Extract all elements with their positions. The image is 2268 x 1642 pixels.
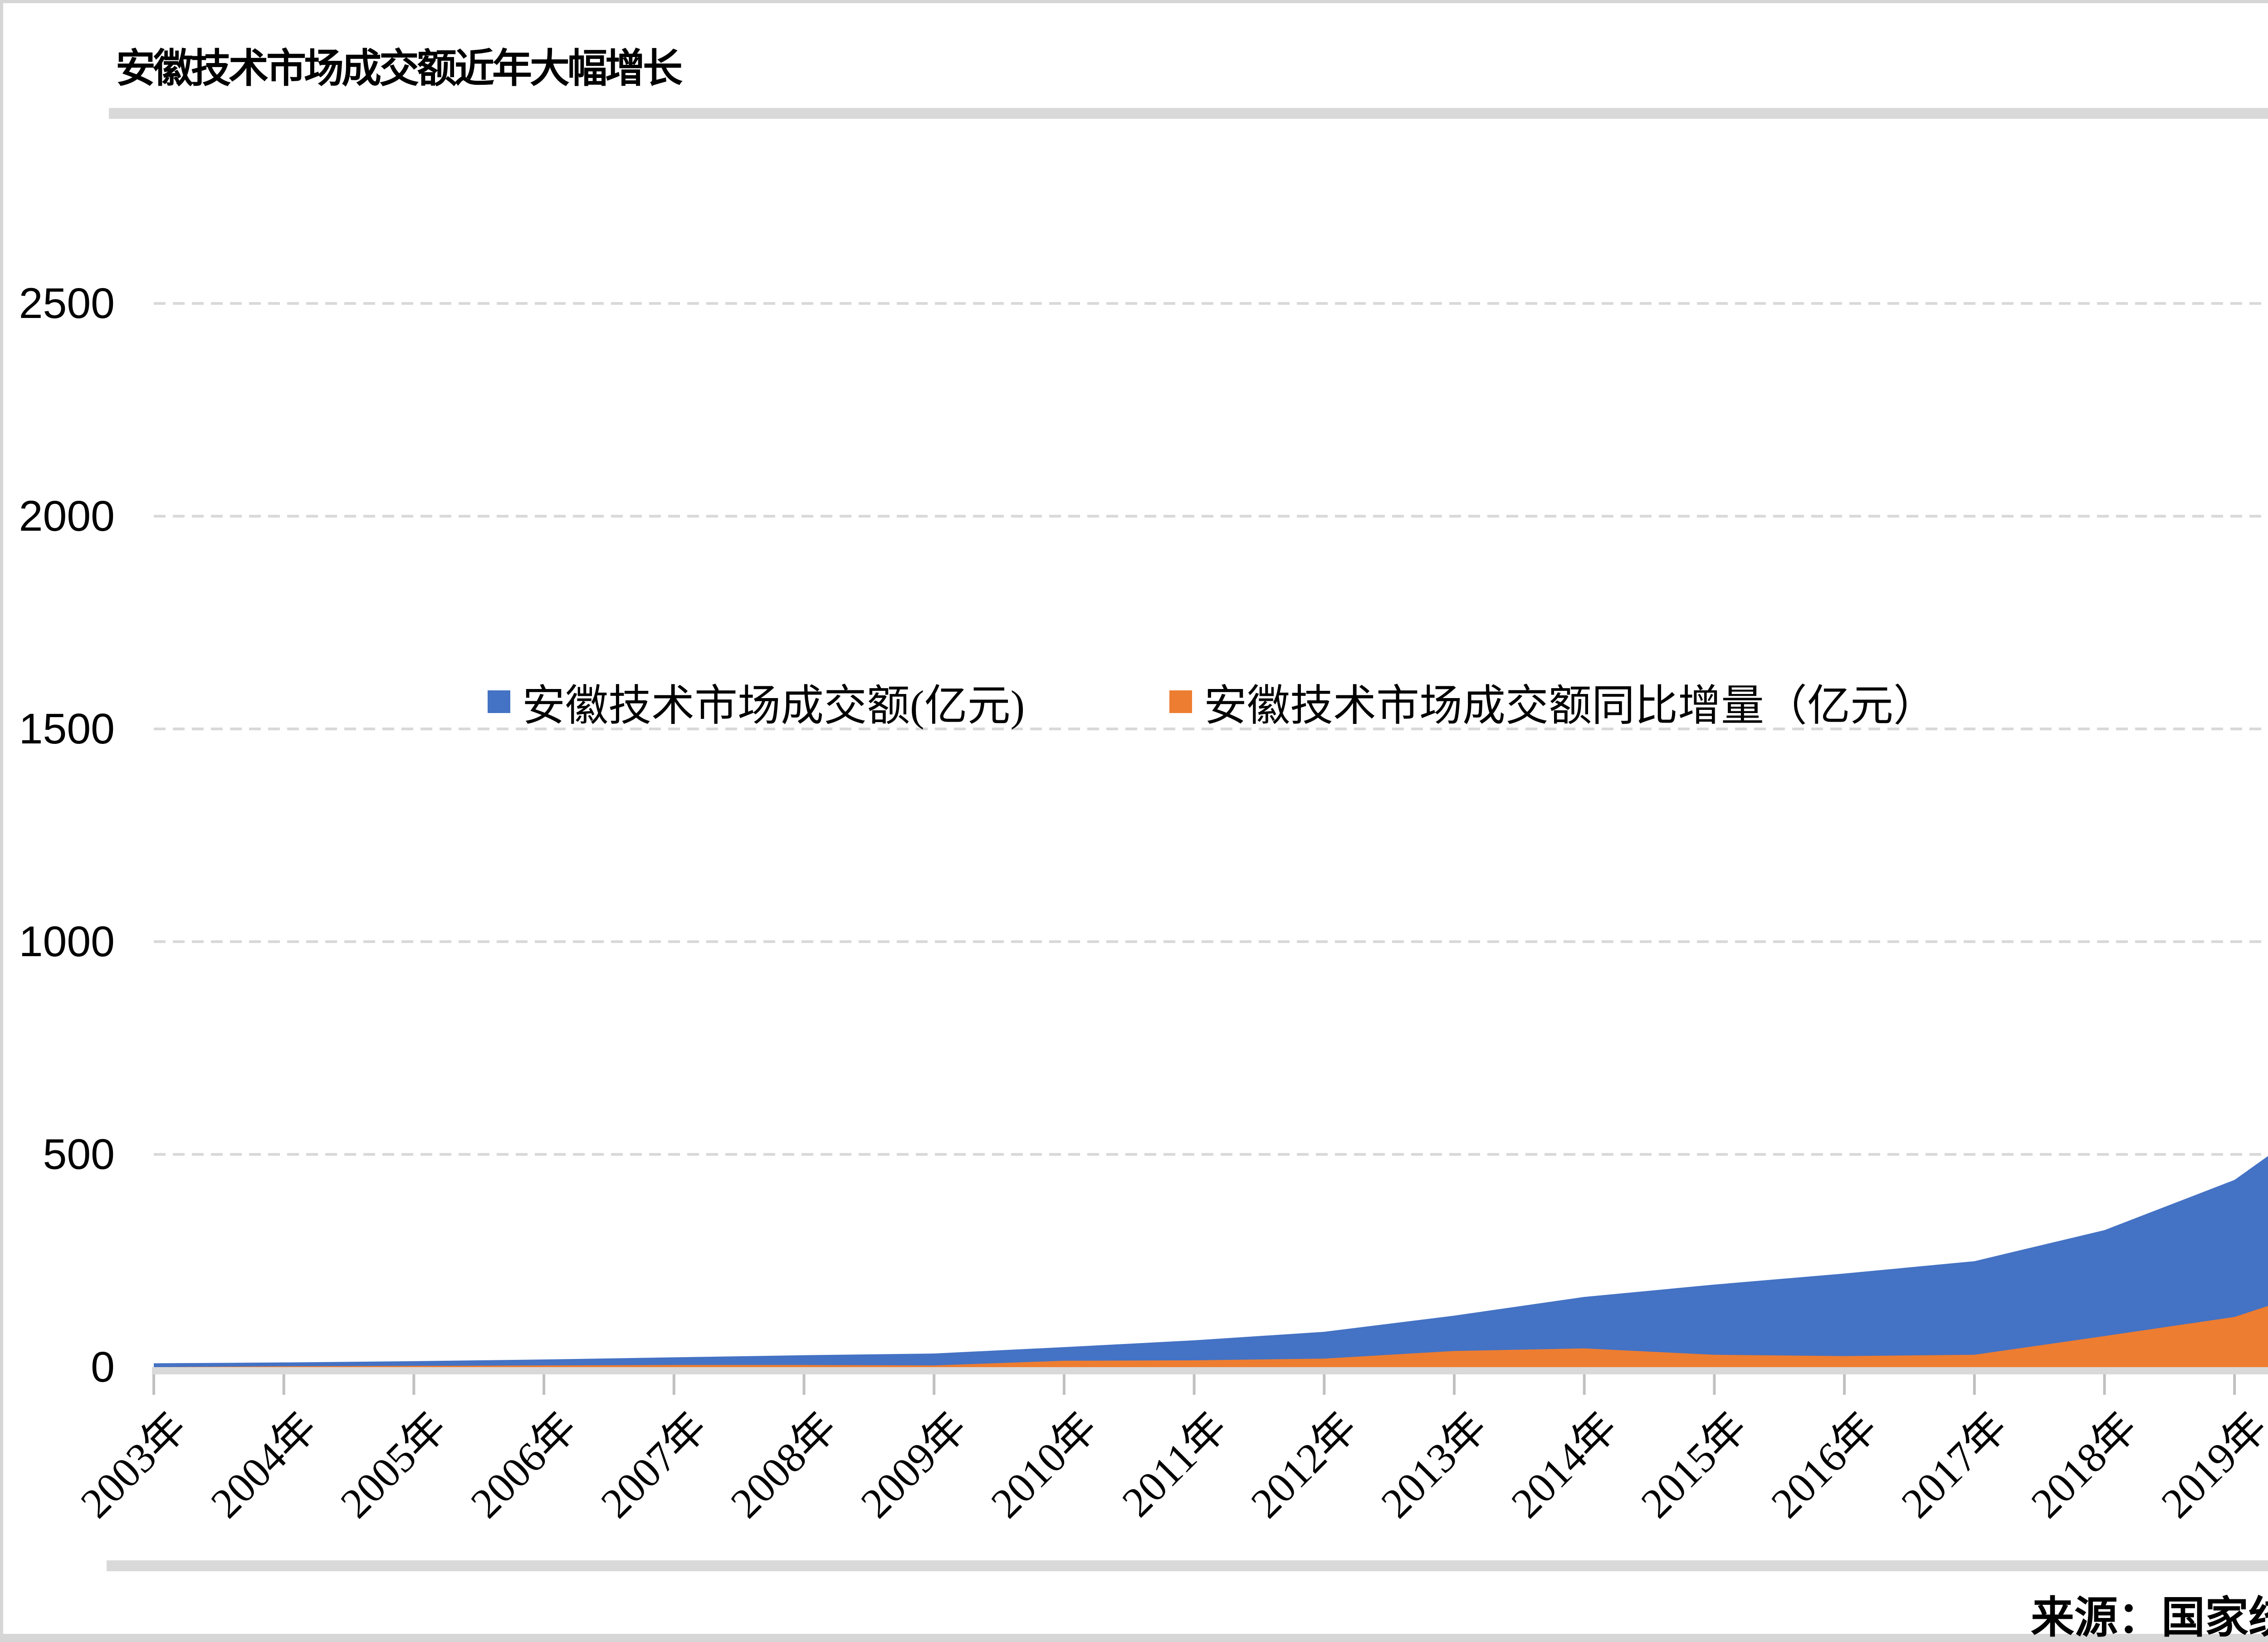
legend-item-transaction-volume: 安徽技术市场成交额(亿元) <box>488 678 1025 730</box>
source-attribution: 来源：国家统计局、界面智库 <box>2031 1593 2268 1642</box>
orange-area-series <box>154 1306 2268 1367</box>
title-separator-bar <box>109 108 2268 119</box>
legend-marker-orange-icon <box>1169 690 1192 713</box>
y-tick-label: 2000 <box>19 492 115 540</box>
frame-top-edge <box>0 0 2268 3</box>
y-tick-label: 2500 <box>19 279 115 327</box>
legend-label: 安徽技术市场成交额(亿元) <box>522 681 1025 730</box>
y-tick-label: 0 <box>91 1343 115 1391</box>
legend-label: 安徽技术市场成交额同比增量（亿元） <box>1204 681 1937 730</box>
frame-bottom-edge <box>0 1634 2268 1642</box>
blue-area-series <box>154 1156 2268 1367</box>
legend-item-yoy-increment: 安徽技术市场成交额同比增量（亿元） <box>1169 678 1936 730</box>
y-tick-label: 500 <box>43 1130 115 1178</box>
y-tick-label: 1500 <box>19 705 115 753</box>
page-title: 安徽技术市场成交额近年大幅增长 <box>116 47 683 91</box>
y-tick-label: 1000 <box>19 918 115 966</box>
x-axis-line <box>152 1367 2268 1374</box>
legend-marker-blue-icon <box>488 690 510 713</box>
footer-separator-bar <box>107 1560 2268 1571</box>
frame-left-edge <box>0 0 3 1642</box>
